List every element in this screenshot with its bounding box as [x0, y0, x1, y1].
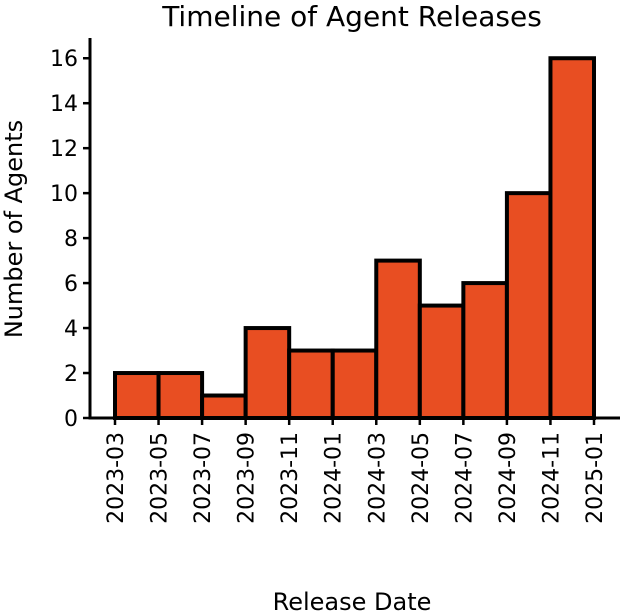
y-tick-label: 0 [64, 407, 78, 432]
y-tick-label: 16 [50, 47, 78, 72]
y-tick-label: 12 [50, 137, 78, 162]
bar [461, 281, 509, 420]
bar [417, 303, 466, 421]
x-tick-label: 2024-09 [496, 432, 521, 524]
y-axis-label: Number of Agents [0, 120, 28, 338]
x-tick-label: 2024-07 [452, 432, 477, 524]
x-axis-label: Release Date [273, 588, 432, 614]
bar [200, 393, 248, 421]
x-tick-label: 2023-03 [104, 432, 129, 524]
bar [548, 56, 596, 420]
bar [287, 348, 335, 420]
bar [504, 191, 553, 420]
bar [330, 348, 379, 420]
x-tick-label: 2024-05 [409, 432, 434, 524]
y-tick-label: 10 [50, 182, 78, 207]
x-tick-label: 2023-07 [191, 432, 216, 524]
y-tick-label: 6 [64, 272, 78, 297]
x-tick-label: 2023-05 [148, 432, 173, 524]
bar [374, 258, 422, 420]
bar [113, 371, 161, 420]
x-tick-label: 2024-11 [539, 432, 564, 524]
bar [243, 326, 292, 420]
y-tick-label: 8 [64, 227, 78, 252]
chart-title: Timeline of Agent Releases [161, 0, 542, 33]
y-tick-label: 2 [64, 362, 78, 387]
x-tick-label: 2024-03 [365, 432, 390, 524]
y-tick-label: 14 [50, 92, 78, 117]
x-tick-label: 2024-01 [322, 432, 347, 524]
x-tick-label: 2023-09 [235, 432, 260, 524]
bar [156, 371, 205, 420]
y-tick-label: 4 [64, 317, 78, 342]
x-tick-label: 2023-11 [278, 432, 303, 524]
x-tick-label: 2025-01 [583, 432, 608, 524]
